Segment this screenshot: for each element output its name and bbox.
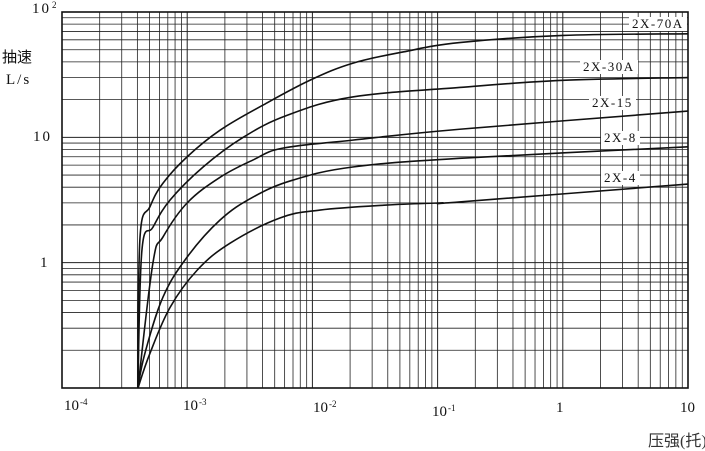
y-tick-exponent: 2: [52, 0, 59, 10]
x-tick-base: 10: [432, 404, 447, 420]
x-tick-label: 10-4: [64, 397, 88, 415]
y-axis-unit: L/s: [6, 72, 32, 88]
y-tick-label: 10: [33, 129, 52, 146]
curves: [137, 32, 689, 389]
x-tick-exponent: -4: [80, 397, 88, 407]
y-tick-base: 1: [40, 255, 50, 271]
x-tick-base: 10: [64, 398, 79, 414]
x-tick-base: 1: [556, 400, 564, 416]
y-tick-base: 10: [32, 1, 51, 17]
x-axis-label: 压强(托): [648, 433, 705, 450]
x-tick-base: 10: [183, 398, 198, 414]
series-label: 2X-8: [601, 131, 640, 145]
x-tick-base: 10: [313, 400, 328, 416]
series-line-2x-30a: [137, 76, 689, 389]
x-tick-label: 10-2: [313, 399, 337, 417]
series-label: 2X-30A: [580, 60, 638, 74]
y-axis-label: 抽速: [2, 50, 33, 66]
x-tick-label: 10: [680, 400, 695, 417]
x-tick-exponent: -2: [329, 399, 337, 409]
series-label: 2X-4: [601, 171, 640, 185]
y-tick-label: 102: [32, 0, 59, 18]
y-tick-label: 1: [40, 255, 50, 272]
plot-frame: [61, 11, 689, 389]
series-line-2x-15: [137, 110, 689, 389]
x-tick-label: 1: [556, 400, 564, 417]
x-tick-exponent: -1: [448, 403, 456, 413]
x-tick-base: 10: [680, 400, 695, 416]
series-line-2x-4: [137, 183, 689, 389]
series-label: 2X-15: [589, 96, 636, 110]
y-tick-base: 10: [33, 129, 52, 145]
grid: [61, 12, 688, 389]
series-label: 2X-70A: [629, 17, 687, 31]
x-tick-label: 10-3: [183, 397, 207, 415]
x-tick-label: 10-1: [432, 403, 456, 421]
series-line-2x-70a: [137, 32, 689, 389]
x-tick-exponent: -3: [199, 397, 207, 407]
series-line-2x-8: [137, 146, 689, 389]
